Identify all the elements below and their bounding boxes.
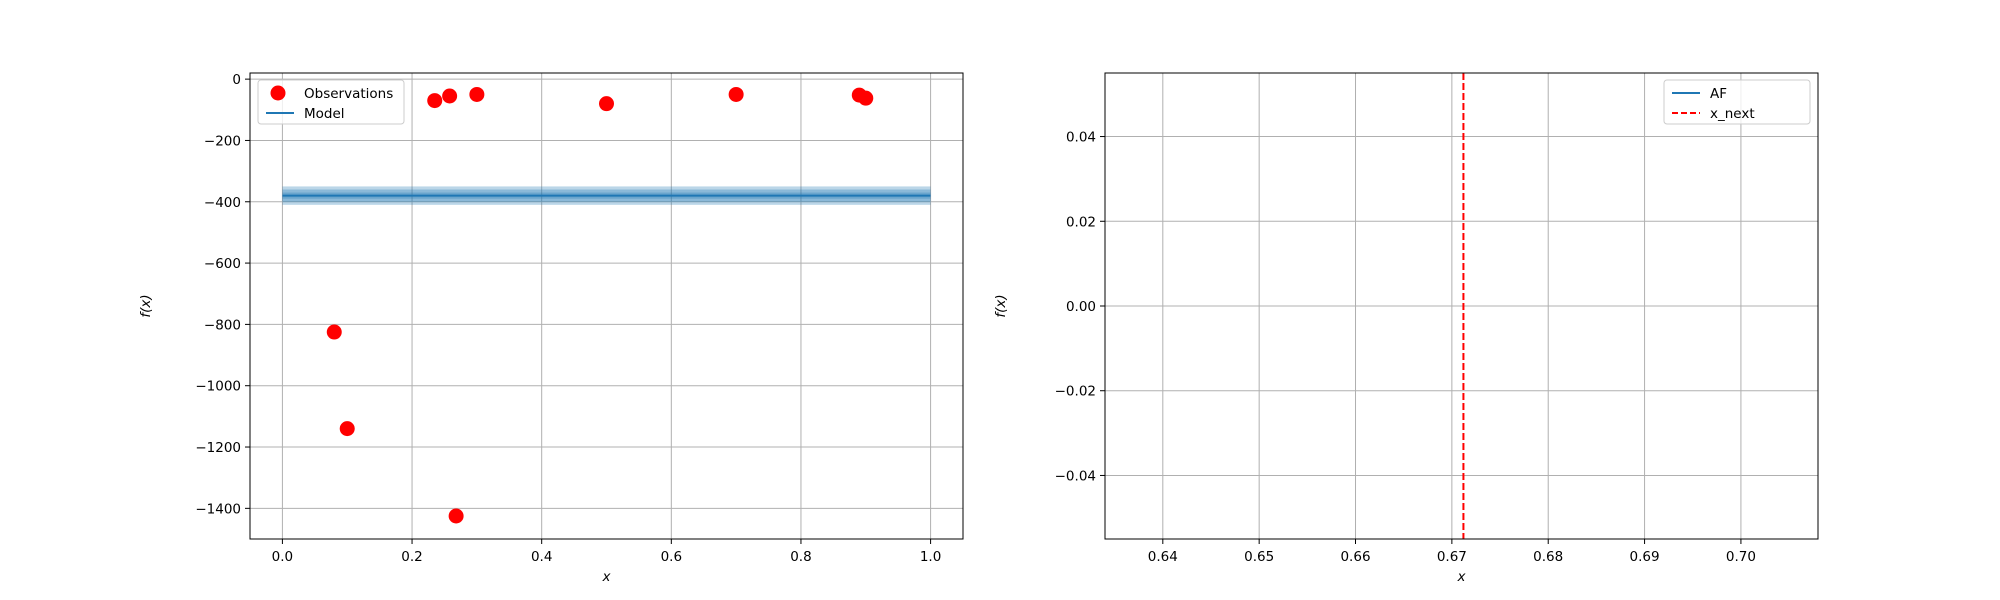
y-tick-label: −1200 [195,440,241,456]
x-tick-label: 1.0 [920,549,941,565]
y-tick-label: −0.04 [1055,468,1096,484]
observation-point [469,86,485,102]
x-tick-label: 0.4 [531,549,552,565]
grid [250,73,963,539]
grid [1105,73,1818,539]
x-tick-label: 0.64 [1148,549,1178,565]
y-tick-label: 0.00 [1066,299,1096,315]
x-axis-label: x [602,569,612,585]
x-tick-label: 0.65 [1244,549,1274,565]
x-axis-label: x [1457,569,1467,585]
legend-label: Model [304,106,345,122]
y-tick-label: −200 [204,133,241,149]
plot-area [282,86,931,524]
x-tick-label: 0.67 [1437,549,1467,565]
y-tick-label: −400 [204,195,241,211]
x-tick-label: 0.69 [1630,549,1660,565]
observation-point [448,508,464,524]
axes-frame [249,72,964,540]
x-tick-label: 0.70 [1726,549,1756,565]
observation-point [442,88,458,104]
observation-point [728,86,744,102]
legend-label: x_next [1710,106,1755,122]
y-tick-label: −0.02 [1055,384,1096,400]
x-tick-label: 0.6 [661,549,682,565]
y-tick-label: −1400 [195,501,241,517]
x-tick-label: 0.2 [401,549,422,565]
y-tick-label: 0 [232,72,241,88]
x-tick-label: 0.68 [1533,549,1563,565]
chart-panel-1: 0.0 0.2 0.4 0.6 0.8 1.0 0 −200 −400 −600 −800 −1000… [138,72,964,585]
observation-point [599,96,614,112]
legend: Observations Model [257,79,405,125]
observation-point [326,324,342,340]
y-tick-label: −800 [204,317,241,333]
observation-point [339,421,355,437]
legend-label: Observations [304,86,393,102]
x-tick-label: 0.8 [790,549,811,565]
y-axis-label: f(x) [993,294,1009,317]
legend-box [1663,79,1811,125]
observation-point [858,90,874,106]
y-tick-label: 0.04 [1066,130,1096,146]
y-tick-label: −600 [204,256,241,272]
chart-panel-2: 0.64 0.65 0.66 0.67 0.68 0.69 0.70 0.04 0.02 0.00… [993,72,1819,585]
y-tick-label: 0.02 [1066,214,1096,230]
x-tick-label: 0.66 [1340,549,1370,565]
legend: AF x_next [1663,79,1811,125]
legend-marker [270,85,286,101]
legend-box [257,79,405,125]
y-axis-label: f(x) [138,294,154,317]
x-tick-label: 0.0 [272,549,293,565]
y-tick-label: −1000 [195,379,241,395]
observation-point [427,93,443,109]
legend-label: AF [1710,86,1727,102]
